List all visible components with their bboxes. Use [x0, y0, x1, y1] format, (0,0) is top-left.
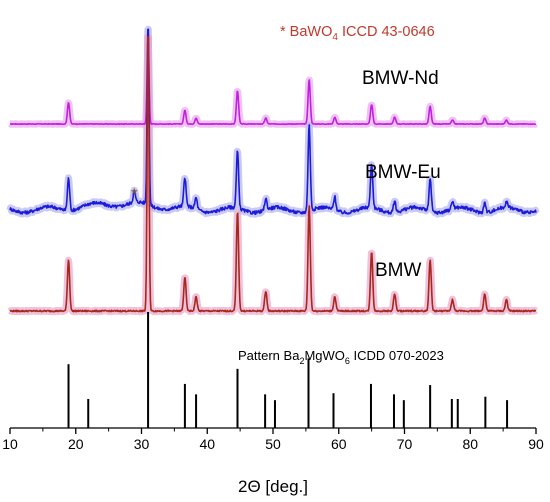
- series-label-bmw: BMW: [375, 260, 422, 281]
- x-tick-label: 60: [331, 436, 347, 452]
- series-line-bmw-nd: [9, 36, 537, 126]
- x-axis-ticks: 10 20 30 40 50 60 70 80 90: [2, 428, 544, 452]
- glow-layer: [6, 25, 540, 316]
- x-tick-label: 40: [199, 436, 215, 452]
- x-tick-label: 70: [397, 436, 413, 452]
- ref-sub1: 2: [299, 356, 304, 366]
- x-tick-label: 90: [528, 436, 544, 452]
- ref-mid: MgWO: [304, 348, 344, 363]
- x-axis-label: 2Θ [deg.]: [238, 477, 308, 496]
- bawo4-prefix: * BaWO: [280, 24, 332, 40]
- bawo4-subscript: 4: [332, 32, 338, 43]
- series-glow-bmw: [7, 33, 539, 316]
- series-glow-bmw-nd: [7, 33, 539, 128]
- impurity-marker: *: [131, 185, 138, 204]
- series-label-bmw-eu: BMW-Eu: [365, 162, 441, 183]
- series-layer: [9, 28, 537, 313]
- x-tick-label: 50: [265, 436, 281, 452]
- reference-pattern-label: Pattern Ba2MgWO6 ICDD 070-2023: [238, 348, 444, 366]
- reference-pattern: [67, 312, 509, 428]
- series-line-bmw-eu: [9, 28, 537, 216]
- ref-suffix: ICDD 070-2023: [350, 348, 444, 363]
- x-tick-label: 80: [462, 436, 478, 452]
- x-tick-label: 20: [68, 436, 84, 452]
- series-label-bmw-nd: BMW-Nd: [362, 68, 439, 89]
- series-line-bmw: [9, 35, 537, 313]
- ref-sub2: 6: [345, 356, 350, 366]
- bawo4-suffix: ICCD 43-0646: [338, 24, 435, 40]
- x-tick-label: 10: [2, 436, 18, 452]
- bawo4-reference-label: * BaWO4 ICCD 43-0646: [280, 24, 435, 43]
- x-tick-label: 30: [134, 436, 150, 452]
- ref-prefix: Pattern Ba: [238, 348, 300, 363]
